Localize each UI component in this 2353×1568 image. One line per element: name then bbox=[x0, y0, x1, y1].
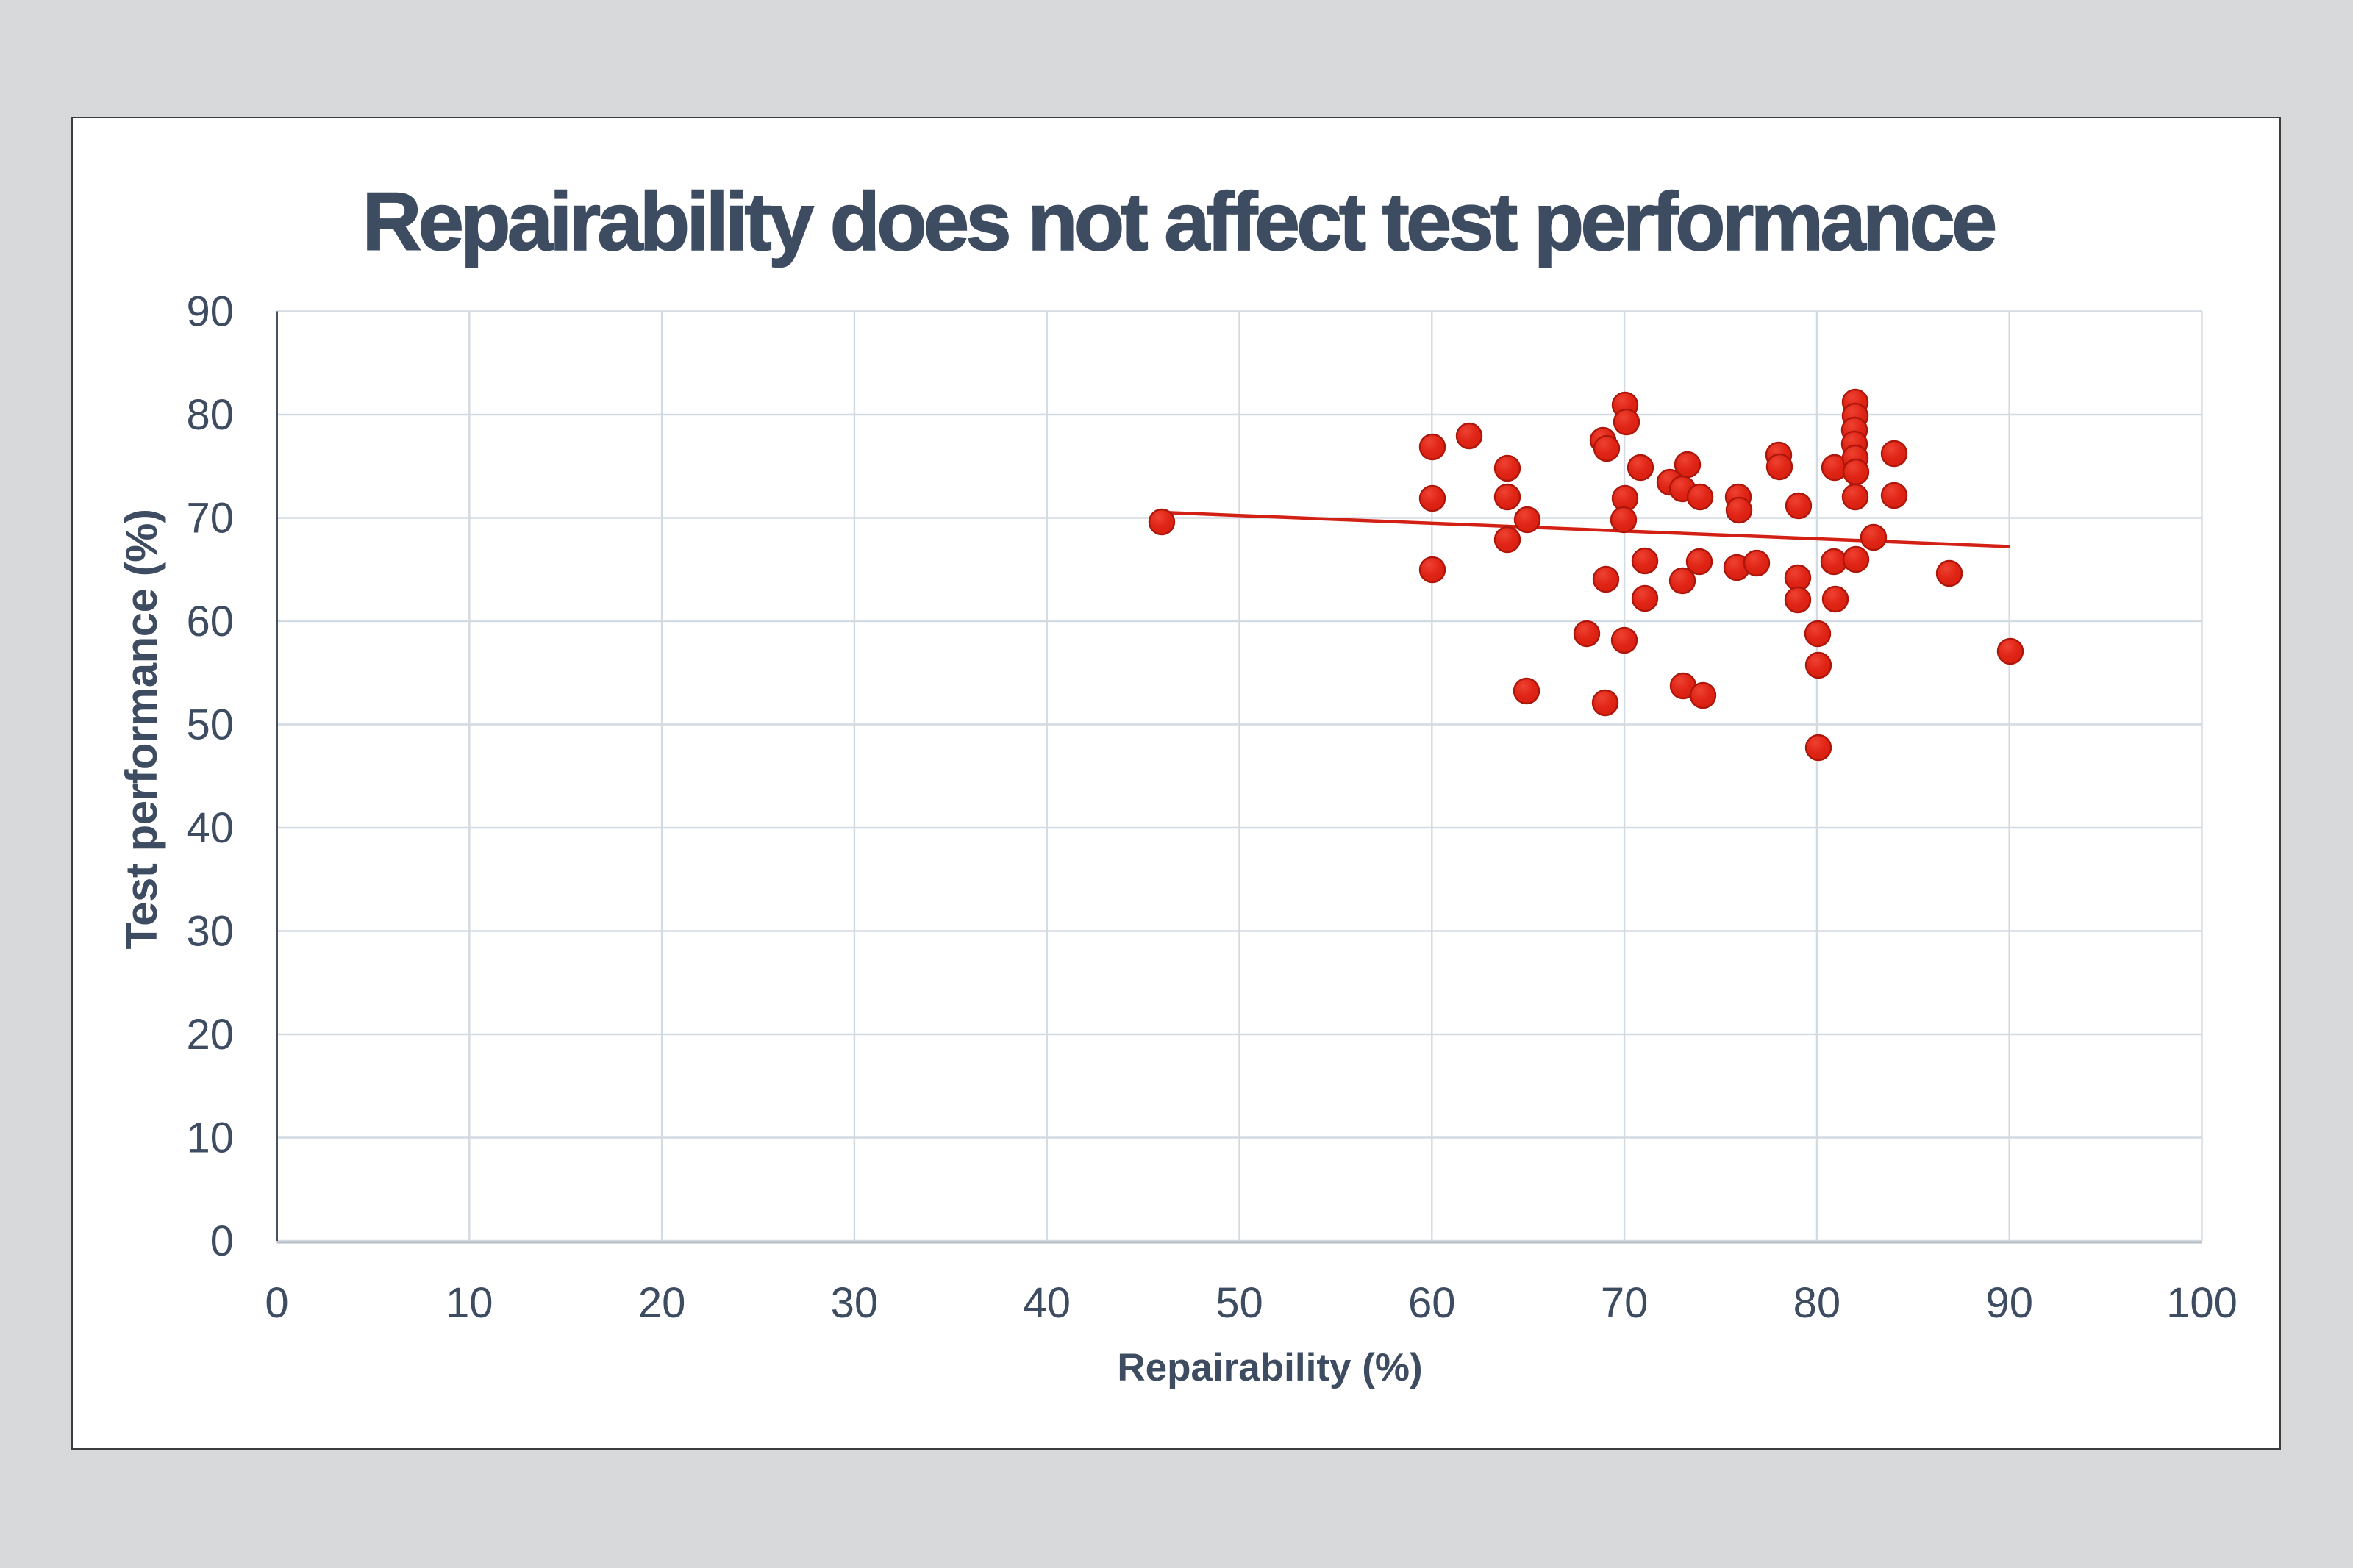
svg-text:60: 60 bbox=[186, 598, 234, 645]
svg-text:90: 90 bbox=[186, 288, 234, 336]
svg-text:Repairability (%): Repairability (%) bbox=[1117, 1346, 1422, 1389]
svg-text:0: 0 bbox=[210, 1217, 234, 1265]
svg-text:10: 10 bbox=[186, 1114, 234, 1162]
svg-text:80: 80 bbox=[186, 391, 234, 439]
svg-text:50: 50 bbox=[1215, 1279, 1263, 1327]
svg-text:0: 0 bbox=[265, 1279, 288, 1327]
svg-text:30: 30 bbox=[186, 908, 234, 956]
svg-text:30: 30 bbox=[831, 1279, 879, 1327]
svg-text:60: 60 bbox=[1408, 1279, 1456, 1327]
svg-text:80: 80 bbox=[1793, 1279, 1841, 1327]
svg-text:20: 20 bbox=[638, 1279, 686, 1327]
svg-text:40: 40 bbox=[186, 804, 234, 852]
svg-text:20: 20 bbox=[186, 1011, 234, 1059]
svg-text:40: 40 bbox=[1023, 1279, 1071, 1327]
svg-text:70: 70 bbox=[1601, 1279, 1649, 1327]
svg-text:50: 50 bbox=[186, 701, 234, 749]
svg-text:70: 70 bbox=[186, 495, 234, 543]
svg-text:90: 90 bbox=[1985, 1279, 2033, 1327]
svg-text:100: 100 bbox=[2166, 1279, 2238, 1327]
svg-text:Repairability does not affect: Repairability does not affect test perfo… bbox=[363, 176, 1995, 268]
svg-text:Test performance (%): Test performance (%) bbox=[117, 509, 166, 949]
svg-text:10: 10 bbox=[446, 1279, 493, 1327]
